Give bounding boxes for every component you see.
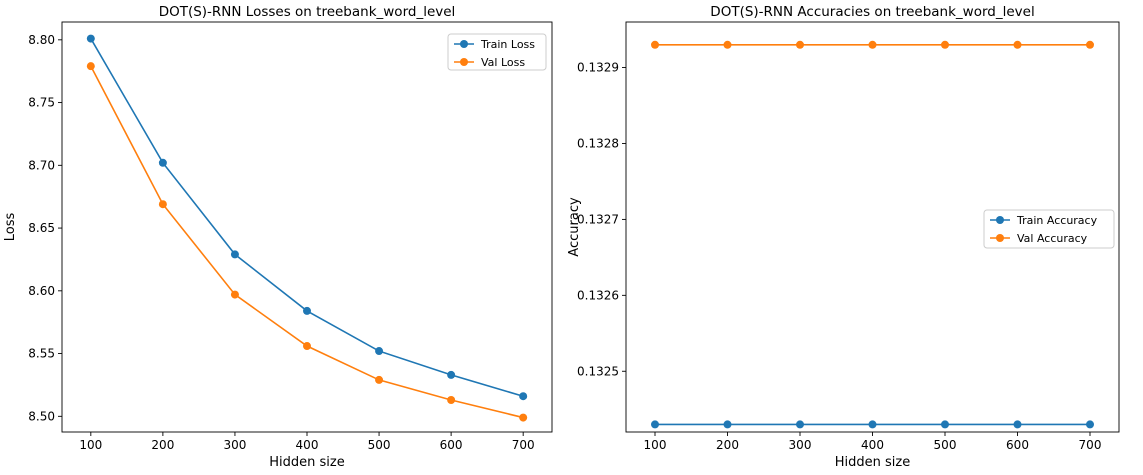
legend: Train Accuracy Val Accuracy — [983, 209, 1115, 249]
data-point — [375, 375, 384, 384]
x-tick-label: 300 — [789, 438, 812, 452]
x-tick-label: 500 — [368, 438, 391, 452]
data-point — [375, 347, 384, 356]
data-point — [723, 40, 732, 49]
legend: Train Loss Val Loss — [447, 33, 547, 71]
y-tick-label: 8.55 — [28, 347, 55, 361]
x-tick-label: 500 — [934, 438, 957, 452]
x-tick-label: 700 — [512, 438, 535, 452]
legend-label: Val Accuracy — [1017, 232, 1088, 245]
chart-panel-2: DOT(S)-RNN Accuracies on treebank_word_l… — [567, 4, 1120, 470]
y-tick-label: 0.1326 — [577, 288, 619, 302]
data-point — [1013, 420, 1022, 429]
legend-label: Train Accuracy — [1016, 214, 1098, 227]
x-tick-label: 600 — [1006, 438, 1029, 452]
y-tick-label: 0.1329 — [577, 61, 619, 75]
data-point — [86, 34, 95, 43]
data-point — [796, 40, 804, 49]
chart-panel-1: DOT(S)-RNN Losses on treebank_word_level… — [3, 4, 553, 470]
y-tick-label: 8.70 — [28, 158, 55, 172]
legend-marker — [996, 216, 1004, 224]
legend-box — [447, 33, 547, 71]
y-tick-label: 0.1325 — [577, 364, 619, 378]
data-point — [941, 40, 949, 49]
data-point — [158, 200, 167, 209]
legend-marker — [996, 234, 1004, 242]
data-point — [651, 420, 659, 429]
x-tick-label: 200 — [716, 438, 739, 452]
y-tick-label: 0.1328 — [577, 136, 619, 150]
data-point — [303, 306, 311, 315]
x-tick-label: 400 — [861, 438, 884, 452]
data-point — [941, 420, 949, 429]
x-tick-label: 100 — [79, 438, 102, 452]
y-tick-label: 8.65 — [28, 221, 55, 235]
data-point — [1013, 40, 1022, 49]
y-tick-label: 8.80 — [28, 33, 55, 47]
series-line-2 — [90, 65, 524, 419]
legend-marker — [460, 58, 468, 66]
chart-title: DOT(S)-RNN Accuracies on treebank_word_l… — [710, 4, 1034, 20]
data-point — [868, 40, 877, 49]
data-point — [447, 395, 456, 404]
x-tick-label: 300 — [223, 438, 246, 452]
data-point — [1086, 40, 1094, 49]
x-tick-label: 400 — [296, 438, 319, 452]
chart-title: DOT(S)-RNN Losses on treebank_word_level — [159, 4, 456, 20]
data-point — [230, 290, 239, 299]
legend-box — [983, 209, 1115, 249]
x-axis-label: Hidden size — [835, 455, 910, 470]
y-tick-label: 0.1327 — [577, 212, 619, 226]
x-tick-label: 700 — [1079, 438, 1102, 452]
x-tick-label: 600 — [440, 438, 463, 452]
data-point — [230, 250, 239, 259]
data-point — [447, 370, 456, 379]
data-point — [519, 413, 528, 422]
x-tick-label: 200 — [151, 438, 174, 452]
y-tick-label: 8.75 — [28, 96, 55, 110]
y-axis-label: Accuracy — [567, 197, 582, 257]
data-point — [796, 420, 804, 429]
legend-label: Train Loss — [480, 38, 535, 51]
y-axis-label: Loss — [3, 213, 18, 242]
y-tick-label: 8.50 — [28, 409, 55, 423]
x-axis-label: Hidden size — [269, 455, 344, 470]
data-point — [1086, 420, 1094, 429]
data-point — [86, 62, 95, 71]
data-point — [651, 40, 659, 49]
data-point — [723, 420, 732, 429]
y-tick-label: 8.60 — [28, 284, 55, 298]
plot-frame — [61, 21, 553, 433]
data-point — [519, 392, 528, 401]
legend-label: Val Loss — [481, 56, 525, 69]
legend-marker — [460, 40, 468, 48]
plot-frame — [625, 21, 1120, 433]
data-point — [303, 342, 311, 351]
x-tick-label: 100 — [644, 438, 667, 452]
data-point — [158, 158, 167, 167]
data-point — [868, 420, 877, 429]
